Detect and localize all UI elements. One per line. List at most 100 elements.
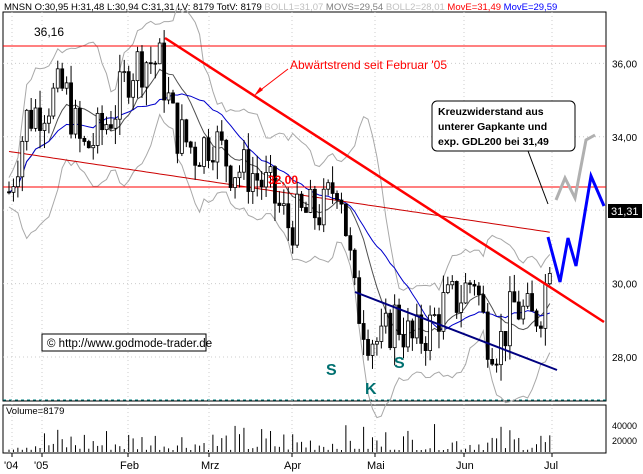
candle-body <box>95 112 100 146</box>
candle-body <box>51 87 56 117</box>
candle-body <box>33 107 38 129</box>
bollinger-upper <box>8 4 551 292</box>
quote-header: MNSN O:30,95 H:31,48 L:30,94 C:31,31 LV:… <box>4 2 557 13</box>
candle-body <box>521 305 526 320</box>
candle-body <box>370 343 375 356</box>
candle-body <box>175 102 180 154</box>
volume-tick-20000: 20000 <box>612 436 637 446</box>
candle-body <box>188 141 193 148</box>
callout-line-2: unterer Gapkante und <box>438 121 547 133</box>
header-part: MNSN O:30,95 H:31,48 L:30,94 C:31,31 LV:… <box>4 2 262 13</box>
candle-body <box>401 334 406 348</box>
volume-bars <box>8 424 551 452</box>
candle-body <box>335 193 339 201</box>
pattern-letter-k: K <box>365 381 377 398</box>
candle-body <box>286 203 291 229</box>
candle-body <box>215 131 220 163</box>
candle-body <box>547 273 552 285</box>
candle-body <box>454 281 459 313</box>
candle-body <box>304 207 308 213</box>
candle-body <box>321 188 326 226</box>
x-tick-label: Apr <box>284 460 301 472</box>
copyright-box <box>41 333 207 352</box>
neckline-support <box>354 291 558 371</box>
candle-body <box>450 281 455 286</box>
candle-body <box>171 92 175 104</box>
candle-body <box>512 291 517 303</box>
candle-body <box>476 285 481 296</box>
candle-body <box>237 171 242 179</box>
candle-body <box>268 166 273 173</box>
candle-body <box>11 186 16 193</box>
candle-body <box>86 141 91 149</box>
candle-body <box>516 301 521 320</box>
candle-body <box>24 109 29 142</box>
candle-body <box>525 293 530 307</box>
volume-label: Volume=8179 <box>6 406 64 417</box>
candle-body <box>273 166 277 204</box>
candle-body <box>157 42 162 65</box>
x-tick-label: Mai <box>367 460 385 472</box>
volume-panel-frame <box>2 404 607 454</box>
header-part: BOLL2=28,01 <box>383 2 445 13</box>
candle-body <box>211 160 215 163</box>
header-part: MovE=31,49 <box>445 2 501 13</box>
y-tick-label: 28,00 <box>612 353 637 364</box>
candle-body <box>193 146 198 166</box>
candle-body <box>343 203 348 237</box>
candle-body <box>534 310 539 327</box>
candle-body <box>73 107 78 135</box>
candle-body <box>352 249 357 279</box>
candle-body <box>219 131 224 141</box>
projection-blue <box>546 170 606 283</box>
candle-body <box>15 176 20 188</box>
candle-body <box>131 80 136 98</box>
pattern-letter-s-right: S <box>394 355 405 372</box>
candle-body <box>317 217 322 226</box>
x-tick-label: '05 <box>34 460 48 472</box>
candle-body <box>122 71 127 74</box>
candle-body <box>46 115 51 124</box>
candle-body <box>38 107 42 131</box>
header-part: BOLL1=31,07 <box>262 2 324 13</box>
candle-body <box>162 42 167 101</box>
candle-body <box>179 119 184 154</box>
header-part: MovE=29,59 <box>501 2 557 13</box>
candle-body <box>144 62 149 88</box>
candle-body <box>153 62 158 65</box>
candle-body <box>459 302 464 313</box>
pattern-letter-s-left: S <box>326 362 337 379</box>
bollinger-lower <box>8 113 551 419</box>
candle-body <box>42 122 47 131</box>
candle-body <box>91 145 96 149</box>
y-tick-label: 34,00 <box>612 133 637 144</box>
candle-body <box>277 202 282 206</box>
candle-body <box>259 179 264 188</box>
copyright-text: © http://www.godmode-trader.de <box>47 338 212 350</box>
candle-body <box>379 325 384 342</box>
candle-body <box>388 312 393 349</box>
candle-body <box>29 109 34 129</box>
candle-body <box>503 331 508 347</box>
candle-body <box>197 164 202 167</box>
x-tick-label: Mrz <box>201 460 219 472</box>
candle-body <box>543 283 548 329</box>
candle-body <box>410 320 415 339</box>
candle-body <box>7 191 11 194</box>
volume-tick-40000: 40000 <box>612 421 637 431</box>
candle-body <box>104 124 109 131</box>
candle-body <box>392 304 397 349</box>
candle-body <box>246 149 251 192</box>
candle-body <box>432 314 437 317</box>
candle-body <box>55 68 60 89</box>
x-axis: '04 '05 Feb Mrz Apr Mai Jun Jul <box>4 453 558 472</box>
trend-arrow-shaft <box>257 68 289 93</box>
candle-body <box>78 107 82 139</box>
trend-label: Abwärtstrend seit Februar '05 <box>290 58 447 72</box>
candle-body <box>441 292 446 332</box>
projection-grey <box>554 133 596 203</box>
candle-body <box>419 314 424 344</box>
candle-body <box>326 182 331 190</box>
candle-body <box>69 82 73 135</box>
top-value-label: 36,16 <box>34 25 64 39</box>
